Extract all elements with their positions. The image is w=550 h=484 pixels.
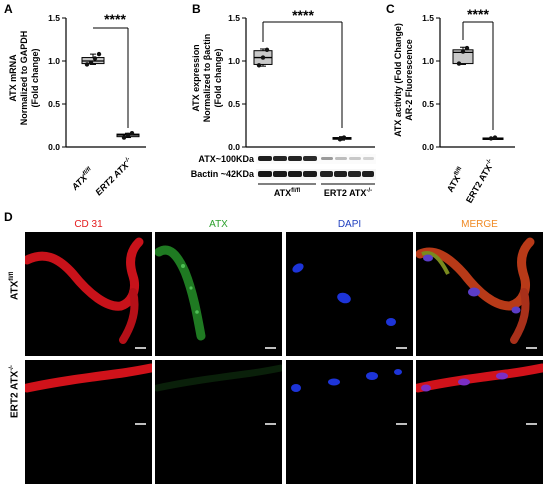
point-c-1-0	[488, 136, 494, 141]
panel-letter-a: A	[4, 2, 13, 16]
micrograph-merge-flfl	[416, 232, 543, 356]
point-a-1-2	[129, 131, 135, 136]
panel-letter-d: D	[4, 210, 13, 224]
channel-label-atx: ATX	[209, 219, 228, 230]
blot-label-atx: ATX~100KDa	[198, 154, 255, 164]
point-c-0-2	[464, 45, 470, 51]
plot-area-b	[253, 47, 352, 142]
ylabel-a-2: Normalized to GAPDH	[19, 31, 29, 126]
blot-atx-bands	[256, 154, 376, 164]
micrograph-atx-ert2	[155, 360, 282, 484]
point-a-0-0	[84, 62, 90, 67]
xtick-c-2: ERT2 ATX-/-	[464, 158, 497, 205]
row-label-flfl: ATXfl/fl	[9, 271, 21, 300]
ytick-a-3: 1.5	[48, 13, 60, 23]
ytick-b-2: 1.0	[228, 56, 240, 66]
micrograph-cd31-ert2	[25, 360, 152, 484]
point-b-0-0	[256, 63, 262, 68]
ytick-a-0: 0.0	[48, 142, 60, 152]
micrograph-atx-flfl	[155, 232, 282, 356]
ylabel-c-1: ATX activity (Fold Change)	[393, 23, 403, 137]
point-b-1-0	[337, 137, 343, 142]
xtick-c-1: ATXfl/fl	[445, 166, 467, 194]
micrograph-cd31-flfl	[25, 232, 152, 356]
ytick-c-3: 1.5	[422, 13, 434, 23]
point-a-1-0	[121, 135, 127, 140]
channel-label-dapi: DAPI	[337, 219, 362, 230]
panel-letter-b: B	[192, 2, 201, 16]
xtick-a-1: ATXfl/fl	[69, 166, 96, 193]
point-b-0-2	[264, 47, 270, 53]
point-a-0-3	[96, 51, 102, 57]
row-label-ert2: ERT2 ATX-/-	[9, 365, 21, 418]
point-a-1-1	[125, 132, 131, 138]
point-b-1-1	[341, 135, 347, 140]
point-c-0-1	[460, 49, 466, 54]
channel-label-cd31: CD 31	[74, 219, 103, 230]
ytick-a-2: 1.0	[48, 56, 60, 66]
plot-area-c	[452, 45, 504, 141]
xtick-a-2: ERT2 ATX-/-	[93, 156, 134, 197]
ytick-a-1: 0.5	[48, 99, 60, 109]
ylabel-b-2: Normalized to βactin	[202, 34, 212, 123]
blot-label-bactin: Bactin ~42KDa	[191, 169, 255, 179]
point-a-0-1	[88, 60, 94, 65]
ylabel-b-1: ATX expression	[191, 44, 201, 111]
ytick-c-0: 0.0	[422, 142, 434, 152]
ylabel-a-1: ATX mRNA	[8, 54, 18, 102]
micrograph-dapi-ert2	[286, 360, 413, 484]
significance-a: ****	[104, 11, 126, 27]
ytick-b-3: 1.5	[228, 13, 240, 23]
ytick-b-0: 0.0	[228, 142, 240, 152]
panel-letter-c: C	[386, 2, 395, 16]
point-a-0-2	[92, 56, 98, 61]
ytick-c-1: 0.5	[422, 99, 434, 109]
ylabel-a-3: (Fold change)	[30, 49, 40, 108]
chart-c: ATX activity (Fold Change) AR-2 Fluoresc…	[393, 6, 515, 205]
channel-label-merge: MERGE	[461, 219, 498, 230]
ylabel-c-2: AR-2 Fluorescence	[404, 39, 414, 121]
blot-group-1: ATXfl/fl	[274, 188, 301, 198]
micrograph-merge-ert2	[416, 360, 543, 484]
ytick-c-2: 1.0	[422, 56, 434, 66]
point-c-0-0	[456, 61, 462, 66]
significance-c: ****	[467, 6, 489, 22]
chart-b: ATX expression Normalized to βactin (Fol…	[191, 7, 376, 198]
ylabel-b-3: (Fold change)	[213, 49, 223, 108]
point-c-1-1	[492, 135, 498, 140]
point-b-0-1	[260, 55, 266, 60]
plot-area-a	[81, 51, 140, 140]
micrograph-dapi-flfl	[286, 232, 413, 356]
blot-group-2: ERT2 ATX-/-	[324, 188, 372, 198]
significance-b: ****	[292, 7, 314, 23]
blot-bactin-bands	[256, 169, 376, 180]
chart-a: ATX mRNA Normalized to GAPDH (Fold chang…	[8, 11, 146, 197]
ytick-b-1: 0.5	[228, 99, 240, 109]
